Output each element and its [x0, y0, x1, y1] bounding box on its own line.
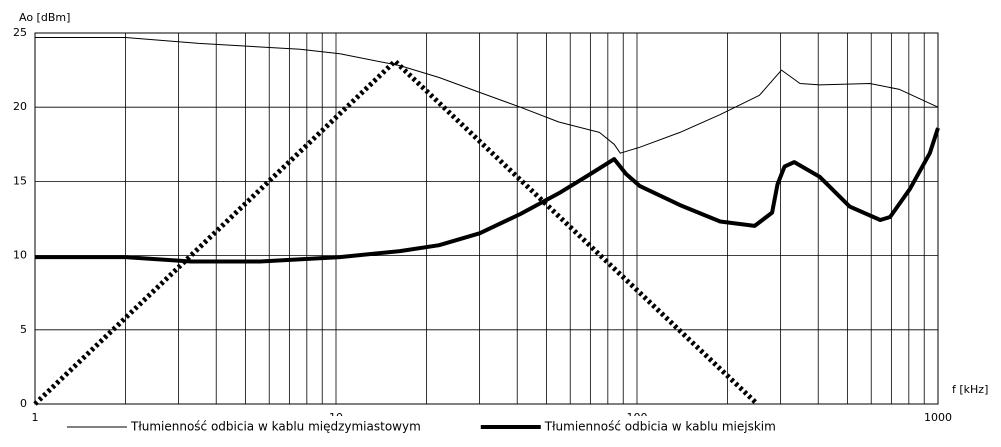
plot-frame	[34, 32, 939, 405]
data-line	[35, 37, 939, 154]
legend-label: Tłumienność odbicia w kablu miejskim	[544, 420, 776, 434]
data-line	[35, 127, 940, 264]
y-tick-label: 0	[20, 397, 27, 410]
x-tick-label: 1	[32, 411, 39, 424]
legend-background	[60, 416, 780, 438]
data-line	[33, 58, 760, 406]
legend: Tłumienność odbicia w kablu międzymiasto…	[60, 416, 780, 438]
y-axis-label: Ao [dBm]	[19, 11, 70, 24]
y-tick-label: 25	[13, 26, 27, 39]
y-tick-label: 15	[13, 174, 27, 187]
y-tick-label: 20	[13, 100, 27, 113]
x-tick-label: 1000	[924, 411, 952, 424]
y-tick-label: 5	[20, 323, 27, 336]
legend-label: Tłumienność odbicia w kablu międzymiasto…	[130, 420, 421, 434]
y-tick-label: 10	[13, 249, 27, 262]
x-axis-label: f [kHz]	[952, 383, 988, 396]
